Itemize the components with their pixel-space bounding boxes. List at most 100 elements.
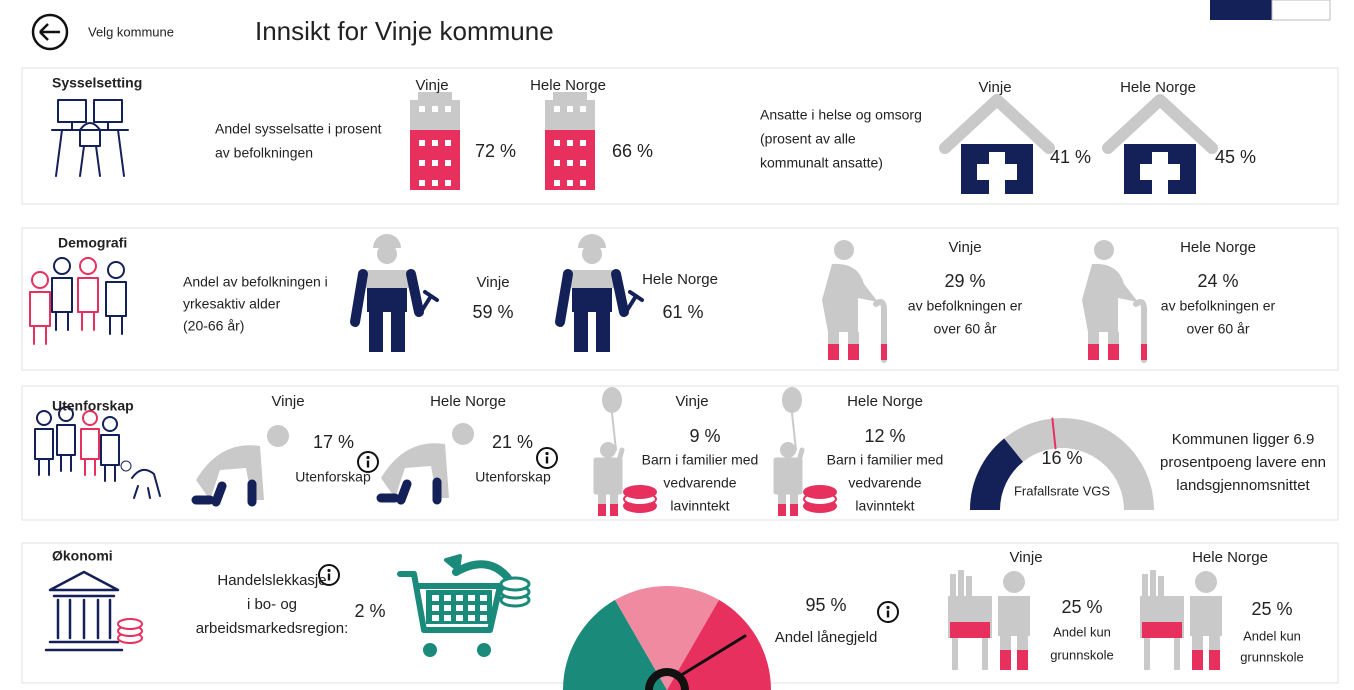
window xyxy=(554,180,560,186)
person-head xyxy=(79,257,97,275)
value: 61 % xyxy=(662,302,703,322)
label: Andel av befolkningen i xyxy=(183,274,328,290)
label: grunnskole xyxy=(1050,647,1114,662)
person-body xyxy=(56,424,76,472)
info-bar xyxy=(327,573,331,581)
cane xyxy=(873,299,887,363)
top-button-blank[interactable] xyxy=(1271,0,1331,21)
desk-fill xyxy=(950,622,990,638)
value: 2 % xyxy=(354,601,385,621)
header: Hele Norge xyxy=(1180,239,1256,256)
desk-fill xyxy=(1142,622,1182,638)
person-head xyxy=(31,271,49,289)
body xyxy=(196,445,264,500)
value: 45 % xyxy=(1215,147,1256,167)
torso xyxy=(570,270,614,288)
label: Frafallsrate VGS xyxy=(1014,483,1110,498)
head xyxy=(377,244,397,264)
value: 66 % xyxy=(612,141,653,161)
book xyxy=(1142,574,1148,596)
label: Utenforskap xyxy=(295,469,371,485)
foot xyxy=(1088,344,1099,360)
back-circle[interactable] xyxy=(31,13,69,51)
leg xyxy=(574,312,588,352)
label: av befolkningen er xyxy=(1161,298,1276,314)
body xyxy=(381,443,449,498)
value: 25 % xyxy=(1251,599,1292,619)
cart-cell xyxy=(432,615,439,621)
shelf xyxy=(1140,596,1184,604)
info-bar xyxy=(366,460,370,468)
info-dot xyxy=(545,451,549,456)
book xyxy=(1158,576,1164,596)
foot xyxy=(1017,650,1028,670)
label: Andel lånegjeld xyxy=(775,629,878,646)
hammer xyxy=(624,290,644,314)
person-head xyxy=(102,416,118,432)
crawl-head xyxy=(120,460,132,472)
foot xyxy=(1209,650,1220,670)
top-button[interactable] xyxy=(1210,0,1272,20)
needle xyxy=(681,634,747,676)
back-button[interactable] xyxy=(31,13,69,51)
label: yrkesaktiv alder xyxy=(183,296,281,312)
person-body xyxy=(105,281,127,335)
window xyxy=(419,106,425,112)
window xyxy=(419,140,425,146)
label: grunnskole xyxy=(1240,649,1304,664)
window xyxy=(445,140,451,146)
header: Hele Norge xyxy=(847,393,923,410)
cane-tip xyxy=(1141,344,1147,360)
head xyxy=(1003,571,1025,593)
cart-cell xyxy=(480,605,487,611)
header: Vinje xyxy=(271,393,304,410)
arm xyxy=(406,269,424,317)
header: Vinje xyxy=(948,239,981,256)
header: Vinje xyxy=(1009,549,1042,566)
window xyxy=(567,106,573,112)
cart-arrow xyxy=(452,560,512,582)
window xyxy=(554,106,560,112)
label: vedvarende xyxy=(848,475,921,491)
back-arrow[interactable] xyxy=(39,23,60,41)
value: 59 % xyxy=(472,302,513,322)
cart-cell xyxy=(432,605,439,611)
cart-cell xyxy=(468,595,475,601)
head xyxy=(1195,571,1217,593)
header: Hele Norge xyxy=(1120,79,1196,96)
body xyxy=(822,263,878,332)
person-body xyxy=(51,277,73,331)
section-title: Utenforskap xyxy=(52,398,134,414)
window xyxy=(567,180,573,186)
section-title: Sysselsetting xyxy=(52,75,142,91)
helmet xyxy=(373,234,401,248)
note: prosentpoeng lavere enn xyxy=(1160,454,1326,471)
label: av befolkningen er xyxy=(908,298,1023,314)
value: 9 % xyxy=(689,426,720,446)
cart-arrow-head xyxy=(444,554,462,572)
foot xyxy=(828,344,839,360)
window xyxy=(580,160,586,166)
building-top xyxy=(545,100,595,130)
label: kommunalt ansatte) xyxy=(760,155,883,171)
roof xyxy=(939,94,1055,154)
value: 21 % xyxy=(492,432,533,452)
header: Hele Norge xyxy=(430,393,506,410)
cross xyxy=(1140,164,1180,180)
foot xyxy=(610,504,618,516)
cart-cell xyxy=(432,595,439,601)
cane xyxy=(1133,299,1147,363)
info-bar xyxy=(886,610,890,618)
info-dot xyxy=(886,605,890,610)
window xyxy=(445,160,451,166)
coin xyxy=(623,485,657,499)
helmet xyxy=(578,234,606,248)
coin xyxy=(499,576,531,592)
arm xyxy=(611,269,629,317)
back-label[interactable]: Velg kommune xyxy=(88,24,174,39)
head xyxy=(582,244,602,264)
window xyxy=(432,106,438,112)
foot xyxy=(1108,344,1119,360)
label: Barn i familier med xyxy=(827,452,944,468)
